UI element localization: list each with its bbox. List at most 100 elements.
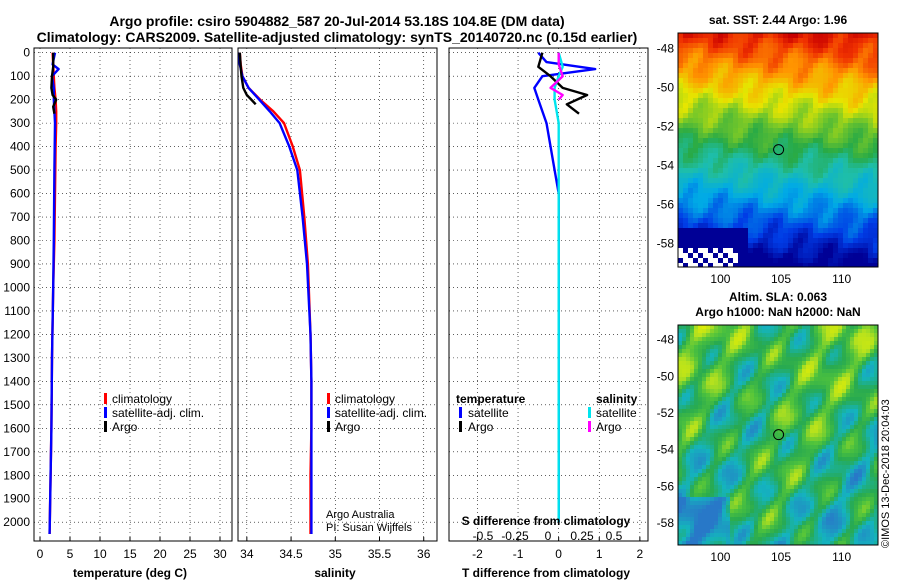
heatmap-cell [778, 63, 784, 69]
heatmap-cell [742, 513, 747, 518]
heatmap-cell [868, 198, 874, 204]
heatmap-cell [858, 369, 863, 374]
heatmap-cell [746, 513, 751, 518]
heatmap-cell [810, 361, 815, 366]
heatmap-cell [758, 377, 763, 382]
heatmap-cell [762, 481, 767, 486]
heatmap-cell [793, 93, 799, 99]
heatmap-cell [718, 138, 724, 144]
heatmap-cell [703, 33, 709, 39]
heatmap-cell [758, 433, 763, 438]
heatmap-cell [710, 393, 715, 398]
heatmap-cell [833, 48, 839, 54]
heatmap-cell [726, 425, 731, 430]
heatmap-cell [730, 337, 735, 342]
heatmap-cell [723, 88, 729, 94]
heatmap-cell [683, 243, 689, 249]
heatmap-cell [718, 457, 723, 462]
heatmap-cell [748, 83, 754, 89]
heatmap-cell [702, 417, 707, 422]
heatmap-cell [763, 138, 769, 144]
heatmap-cell [693, 148, 699, 154]
heatmap-cell [794, 541, 799, 545]
heatmap-cell [743, 208, 749, 214]
heatmap-cell [768, 118, 774, 124]
heatmap-cell [708, 258, 714, 264]
heatmap-cell [722, 325, 727, 330]
heatmap-cell [873, 203, 878, 209]
heatmap-cell [870, 481, 875, 486]
heatmap-cell [838, 521, 843, 526]
heatmap-cell [688, 48, 694, 54]
heatmap-cell [858, 73, 864, 79]
heatmap-cell [742, 529, 747, 534]
heatmap-cell [848, 178, 854, 184]
heatmap-cell [822, 449, 827, 454]
heatmap-cell [770, 485, 775, 490]
heatmap-cell [773, 188, 779, 194]
heatmap-cell [682, 361, 687, 366]
heatmap-cell [843, 113, 849, 119]
heatmap-cell [834, 357, 839, 362]
heatmap-cell [783, 98, 789, 104]
heatmap-cell [793, 243, 799, 249]
heatmap-cell [750, 473, 755, 478]
heatmap-cell [774, 489, 779, 494]
heatmap-cell [873, 173, 878, 179]
heatmap-cell [746, 453, 751, 458]
heatmap-cell [763, 183, 769, 189]
heatmap-cell [846, 509, 851, 514]
heatmap-cell [734, 417, 739, 422]
heatmap-cell [774, 361, 779, 366]
heatmap-cell [773, 33, 779, 39]
heatmap-cell [753, 153, 759, 159]
heatmap-cell [793, 78, 799, 84]
heatmap-cell [718, 88, 724, 94]
heatmap-cell [798, 425, 803, 430]
heatmap-cell [773, 208, 779, 214]
heatmap-cell [758, 481, 763, 486]
heatmap-cell [842, 401, 847, 406]
heatmap-cell [683, 213, 689, 219]
heatmap-cell [874, 353, 878, 358]
heatmap-cell [838, 485, 843, 490]
heatmap-cell [774, 325, 779, 330]
heatmap-cell [758, 525, 763, 530]
heatmap-cell [688, 203, 694, 209]
heatmap-cell [758, 88, 764, 94]
heatmap-cell [853, 88, 859, 94]
heatmap-cell [782, 329, 787, 334]
heatmap-cell [838, 513, 843, 518]
heatmap-cell [753, 113, 759, 119]
heatmap-cell [718, 489, 723, 494]
heatmap-cell [786, 505, 791, 510]
heatmap-cell [803, 258, 809, 264]
heatmap-cell [790, 413, 795, 418]
heatmap-cell [758, 465, 763, 470]
heatmap-cell [743, 183, 749, 189]
heatmap-cell [773, 183, 779, 189]
heatmap-cell [823, 188, 829, 194]
heatmap-cell [853, 203, 859, 209]
heatmap-cell [874, 469, 878, 474]
heatmap-cell [690, 333, 695, 338]
heatmap-cell [690, 329, 695, 334]
heatmap-cell [823, 38, 829, 44]
heatmap-cell [842, 505, 847, 510]
heatmap-cell [726, 353, 731, 358]
heatmap-cell [714, 445, 719, 450]
heatmap-cell [786, 521, 791, 526]
lat-tick-label: -48 [657, 42, 675, 56]
heatmap-cell [722, 361, 727, 366]
heatmap-cell [698, 58, 704, 64]
heatmap-cell [842, 369, 847, 374]
heatmap-cell [770, 477, 775, 482]
heatmap-cell [858, 258, 864, 264]
heatmap-cell [758, 393, 763, 398]
heatmap-cell [808, 263, 814, 267]
heatmap-cell [810, 441, 815, 446]
heatmap-cell [730, 481, 735, 486]
heatmap-cell [826, 521, 831, 526]
heatmap-cell [723, 213, 729, 219]
heatmap-cell [743, 218, 749, 224]
